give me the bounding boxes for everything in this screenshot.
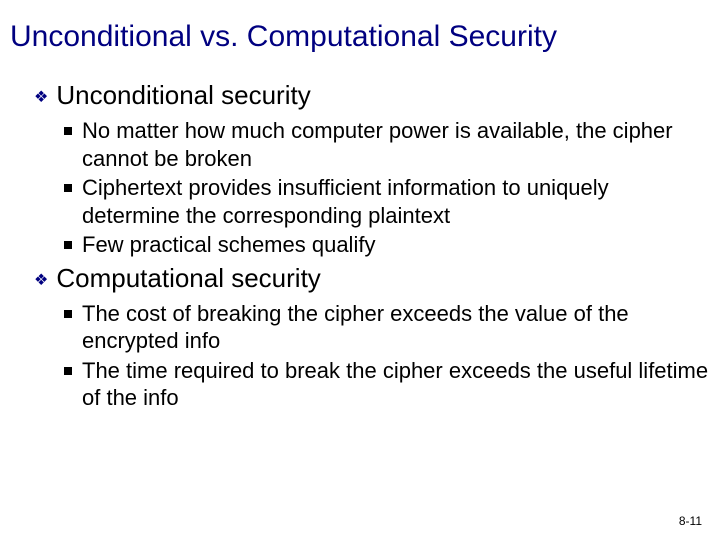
list-item: No matter how much computer power is ava… <box>64 117 710 172</box>
square-bullet-icon <box>64 127 72 135</box>
slide-title: Unconditional vs. Computational Security <box>10 20 710 54</box>
list-item-text: Few practical schemes qualify <box>82 231 375 259</box>
list-item-text: The time required to break the cipher ex… <box>82 357 710 412</box>
list-item: Few practical schemes qualify <box>64 231 710 259</box>
section-heading: ❖ Unconditional security <box>34 80 710 111</box>
list-item: The cost of breaking the cipher exceeds … <box>64 300 710 355</box>
list-item-text: Ciphertext provides insufficient informa… <box>82 174 710 229</box>
square-bullet-icon <box>64 241 72 249</box>
section-unconditional: ❖ Unconditional security No matter how m… <box>34 80 710 259</box>
slide-content: ❖ Unconditional security No matter how m… <box>10 80 710 412</box>
page-number: 8-11 <box>679 514 702 528</box>
section-title: Computational security <box>56 263 320 294</box>
list-item: Ciphertext provides insufficient informa… <box>64 174 710 229</box>
list-item-text: The cost of breaking the cipher exceeds … <box>82 300 710 355</box>
sub-list: No matter how much computer power is ava… <box>34 117 710 259</box>
square-bullet-icon <box>64 367 72 375</box>
square-bullet-icon <box>64 184 72 192</box>
square-bullet-icon <box>64 310 72 318</box>
section-title: Unconditional security <box>56 80 310 111</box>
section-heading: ❖ Computational security <box>34 263 710 294</box>
diamond-bullet-icon: ❖ <box>34 87 48 107</box>
list-item: The time required to break the cipher ex… <box>64 357 710 412</box>
sub-list: The cost of breaking the cipher exceeds … <box>34 300 710 412</box>
list-item-text: No matter how much computer power is ava… <box>82 117 710 172</box>
diamond-bullet-icon: ❖ <box>34 270 48 290</box>
section-computational: ❖ Computational security The cost of bre… <box>34 263 710 412</box>
